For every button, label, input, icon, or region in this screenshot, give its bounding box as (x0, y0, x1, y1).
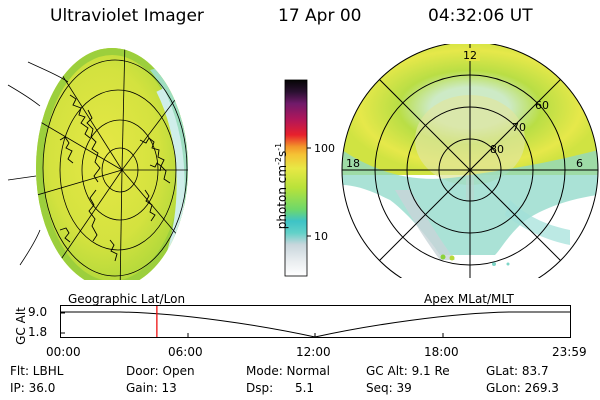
colorbar-scale (284, 79, 308, 277)
mlt-label-6: 6 (576, 157, 583, 170)
colorbar-tick-100: 100 (314, 142, 335, 155)
mlat-label-60: 60 (535, 99, 549, 112)
dsp-info: Dsp: 5.1 (246, 381, 314, 395)
altitude-ytick-high: 9.0 (28, 305, 48, 319)
altitude-xtick-2359: 23:59 (552, 345, 587, 359)
filter-info: Flt: LBHL (10, 364, 64, 378)
colorbar: 100 10 (284, 79, 335, 277)
mlt-label-12: 12 (463, 49, 477, 62)
altitude-xtick-1800: 18:00 (424, 345, 459, 359)
apex-label: Apex MLat/MLT (424, 292, 514, 306)
mlat-label-80: 80 (490, 143, 504, 156)
altitude-curve (60, 311, 570, 338)
altitude-xtick-0000: 00:00 (46, 345, 81, 359)
dsp-value: 5.1 (294, 381, 315, 395)
geographic-label: Geographic Lat/Lon (68, 292, 186, 306)
altitude-xtick-1200: 12:00 (296, 345, 331, 359)
colorbar-label: photon cm-2s-1 (274, 142, 289, 230)
gain-info: Gain: 13 (126, 381, 177, 395)
altitude-xtick-0600: 06:00 (168, 345, 203, 359)
mlt-label-18: 18 (346, 157, 360, 170)
header-time: 04:32:06 UT (428, 6, 533, 26)
altitude-plot (60, 305, 571, 338)
gc-alt-info: GC Alt: 9.1 Re (366, 364, 450, 378)
altitude-ytick-low: 1.8 (28, 325, 48, 339)
mlat-label-70: 70 (512, 121, 526, 134)
header-date: 17 Apr 00 (278, 6, 362, 26)
mode-info: Mode: Normal (246, 364, 330, 378)
altitude-ylabel: GC Alt (14, 307, 28, 345)
ip-info: IP: 36.0 (10, 381, 56, 395)
geographic-earth-image (7, 48, 188, 280)
seq-info: Seq: 39 (366, 381, 412, 395)
dsp-label: Dsp: (246, 381, 274, 395)
glat-info: GLat: 83.7 (486, 364, 549, 378)
polar-mlat-mlt-plot: 12 18 6 0 60 70 80 (341, 44, 599, 278)
door-info: Door: Open (126, 364, 195, 378)
colorbar-tick-10: 10 (314, 230, 328, 243)
glon-info: GLon: 269.3 (486, 381, 559, 395)
app-title: Ultraviolet Imager (50, 6, 204, 26)
